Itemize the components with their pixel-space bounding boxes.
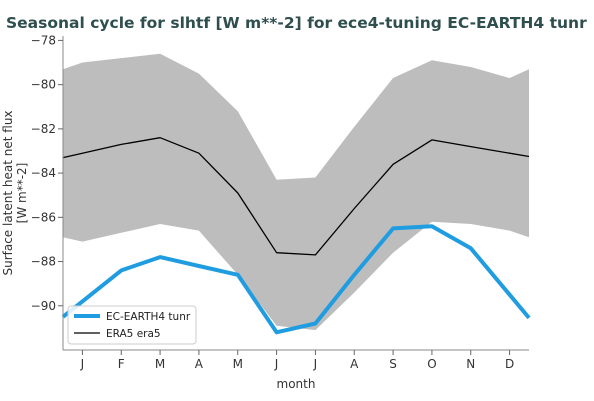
- y-tick-label: −80: [31, 78, 56, 92]
- legend-label-era5: ERA5 era5: [106, 328, 161, 340]
- x-tick-label: N: [466, 357, 475, 371]
- y-tick-label: −84: [31, 166, 56, 180]
- x-tick-label: F: [118, 357, 125, 371]
- series-line-ec-earth4-tunr: [61, 224, 531, 335]
- y-tick-label: −86: [31, 210, 56, 224]
- plot-area: [61, 36, 531, 350]
- y-axis-label-group: Surface latent heat net flux [W m**-2]: [1, 110, 29, 275]
- x-tick-label: S: [389, 357, 397, 371]
- x-tick-label: O: [427, 357, 436, 371]
- x-tick-label: J: [313, 357, 318, 371]
- y-tick-label: −82: [31, 122, 56, 136]
- y-axis-label-line1: Surface latent heat net flux: [1, 110, 15, 275]
- x-tick-label: M: [233, 357, 243, 371]
- y-axis: −78 −80 −82 −84 −86 −88 −90: [31, 33, 64, 350]
- y-tick-label: −90: [31, 299, 56, 313]
- legend: EC-EARTH4 tunr ERA5 era5: [67, 305, 197, 345]
- x-tick-label: A: [350, 357, 359, 371]
- y-axis-label-line2: [W m**-2]: [15, 163, 29, 224]
- spread-band-layer: [63, 53, 529, 331]
- series-line-era5: [62, 137, 530, 256]
- legend-label-ec-earth4: EC-EARTH4 tunr: [106, 311, 191, 323]
- chart-title: Seasonal cycle for slhtf [W m**-2] for e…: [6, 14, 587, 32]
- x-tick-label: J: [80, 357, 85, 371]
- y-tick-label: −78: [31, 33, 56, 47]
- x-tick-label: M: [155, 357, 165, 371]
- x-tick-label: D: [505, 357, 514, 371]
- x-axis-label: month: [277, 377, 316, 391]
- x-tick-label: A: [195, 357, 204, 371]
- series-layer: [61, 137, 531, 335]
- spread-band: [63, 53, 529, 331]
- y-tick-label: −88: [31, 255, 56, 269]
- x-tick-label: J: [274, 357, 279, 371]
